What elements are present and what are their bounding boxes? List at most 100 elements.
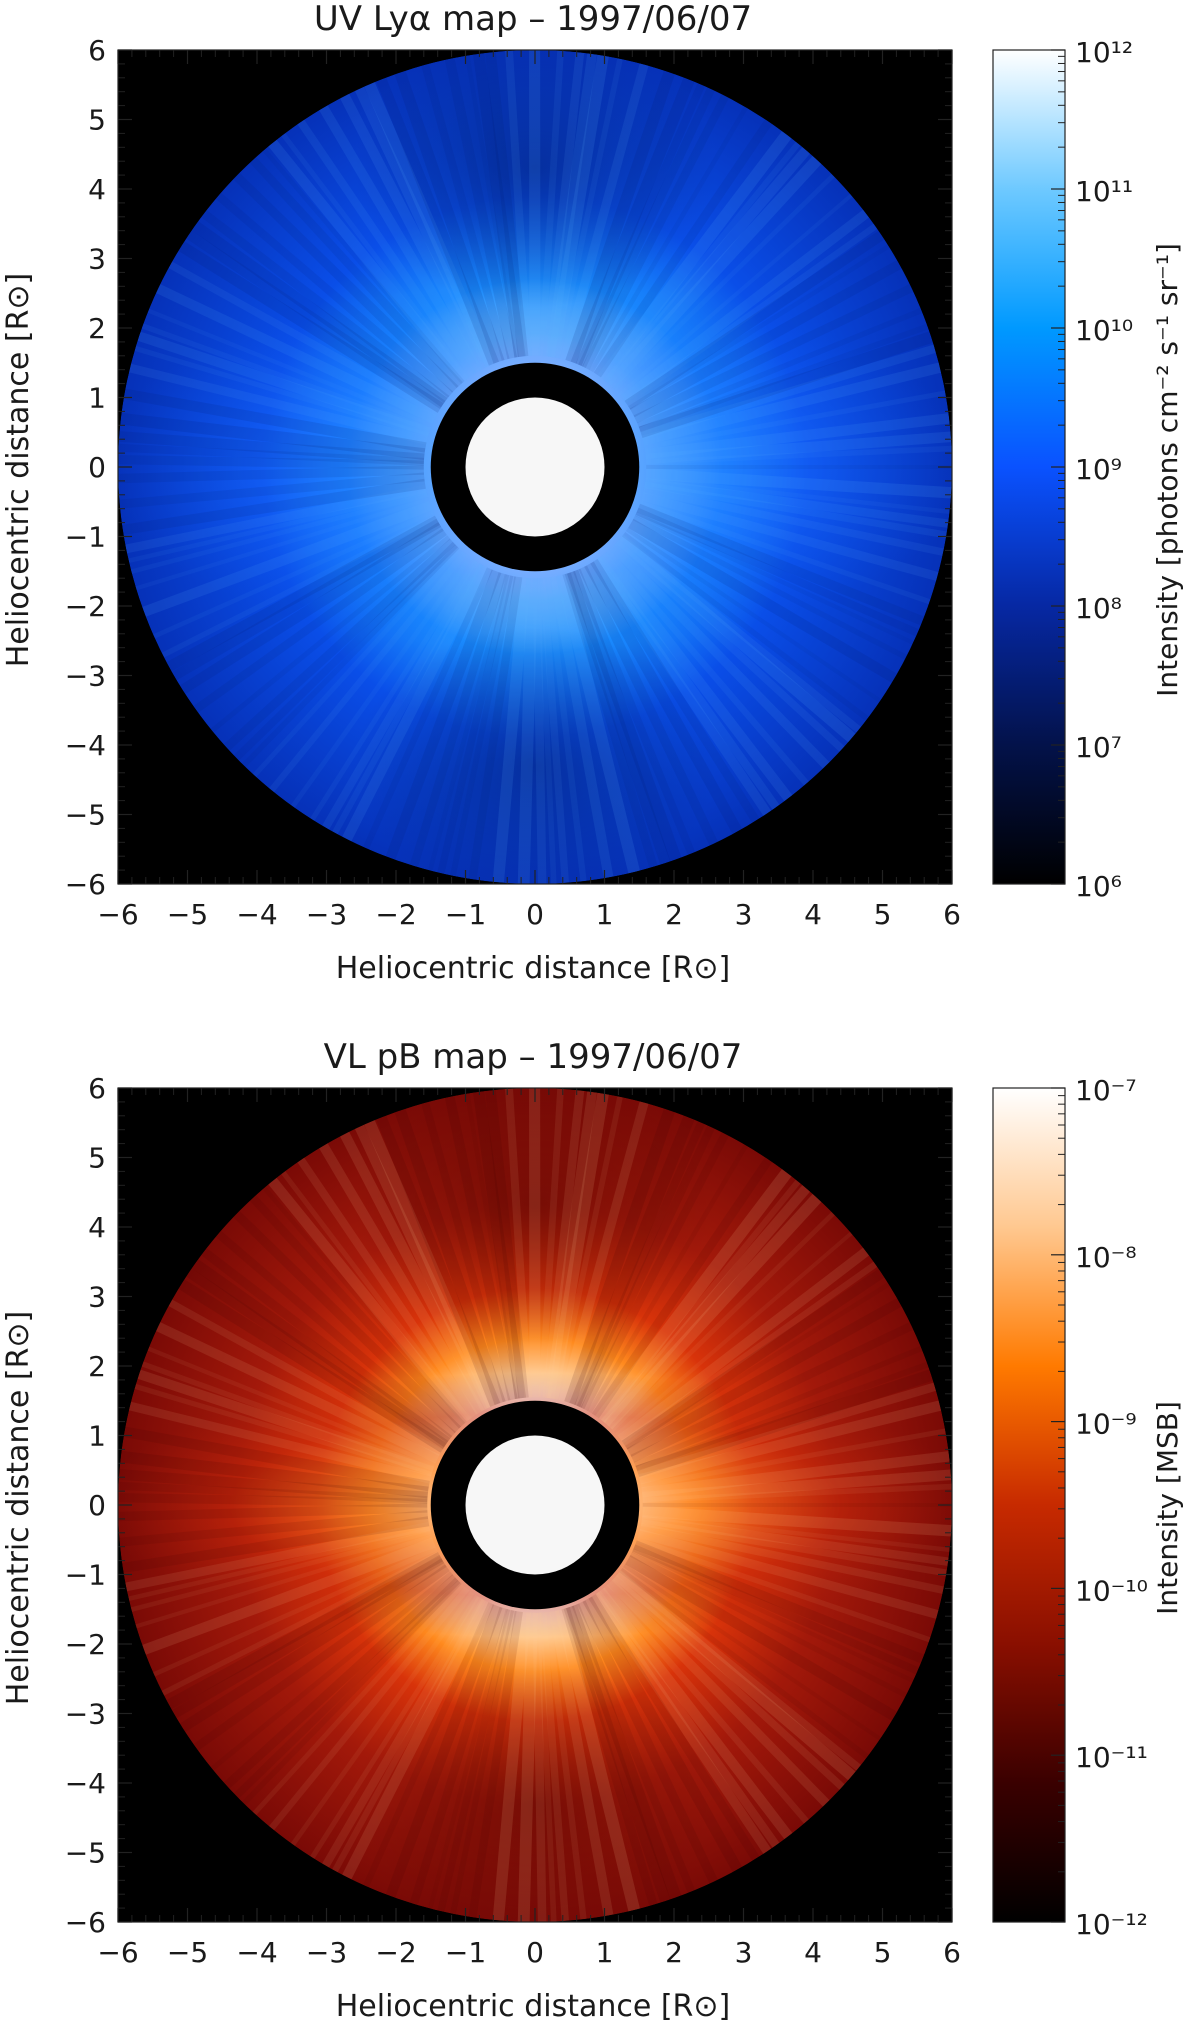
x-tick-label: 5 (874, 898, 892, 931)
x-tick-label: −6 (97, 1936, 138, 1969)
ray-streak (561, 1607, 658, 1907)
ray-streak (569, 1115, 695, 1408)
ray-streak (128, 363, 429, 445)
ray-streak (572, 568, 696, 856)
ray-streak (565, 1604, 682, 1900)
y-tick-label: −2 (65, 1628, 106, 1661)
ray-streak (465, 55, 520, 358)
ray-streak (554, 58, 623, 359)
ray-streak (538, 50, 564, 357)
colorbar-tick-label: 10⁻⁷ (1075, 1074, 1137, 1107)
ray-streak (201, 1248, 453, 1444)
y-tick-label: 0 (88, 451, 106, 484)
ray-streak (262, 148, 465, 384)
x-tick-label: 2 (665, 898, 683, 931)
ray-streak (582, 94, 729, 370)
x-tick-label: 3 (735, 1936, 753, 1969)
ray-streak (639, 1523, 944, 1594)
ray-streak (584, 561, 743, 835)
ray-streak (122, 478, 426, 535)
ray-streak (589, 106, 749, 373)
y-tick-label: 1 (88, 382, 106, 415)
y-axis-ticks: −6 −5 −4 −3 −2 −1 0 1 2 3 4 5 6 (65, 34, 952, 901)
x-tick-label: −1 (445, 898, 486, 931)
ray-streak (621, 531, 870, 721)
ray-streak (637, 1382, 937, 1479)
ray-streak (640, 1428, 946, 1489)
ray-streak (625, 1555, 898, 1721)
ray-streak (427, 1608, 511, 1910)
ray-streak (632, 515, 908, 660)
ray-streak (605, 155, 822, 390)
ray-streak (628, 244, 890, 411)
y-tick-label: 6 (88, 1072, 106, 1105)
ray-streak (644, 477, 949, 528)
ray-streak (130, 1529, 432, 1612)
ray-streak (128, 489, 428, 564)
colorbar-ticks: 10⁻¹² 10⁻¹¹ 10⁻¹⁰ 10⁻⁹ 10⁻⁸ 10⁻⁷ (1051, 1074, 1148, 1941)
colorbar-tick-label: 10⁻¹² (1075, 1908, 1148, 1941)
ray-streak (642, 1505, 952, 1537)
y-tick-label: 1 (88, 1420, 106, 1453)
ray-streak (643, 485, 944, 556)
ray-streak (241, 1580, 462, 1806)
ray-streak (538, 1088, 564, 1398)
north-polar-hole (354, 50, 716, 308)
ray-streak (141, 323, 432, 432)
y-tick-label: 0 (88, 1489, 106, 1522)
ray-streak (128, 1526, 431, 1602)
ray-streak (595, 1168, 792, 1423)
ray-streak (625, 527, 882, 703)
ray-streak (468, 576, 523, 880)
ray-streak (332, 563, 485, 835)
ray-streak (125, 1521, 431, 1592)
ray-streak (262, 1186, 467, 1425)
ray-streak (590, 559, 760, 823)
ray-streak (591, 1591, 772, 1854)
x-axis-label: Heliocentric distance [R⊙] (336, 1989, 731, 2024)
x-tick-label: 1 (596, 1936, 614, 1969)
ray-streak (186, 230, 446, 410)
ray-streak (354, 86, 493, 369)
ray-streak (191, 1259, 451, 1448)
vl-pb-panel: VL pB map – 1997/06/07 −6 −5 −4 −3 −2 −1 0 1 2 3 4… (1, 1037, 1184, 2024)
ray-streak (591, 1157, 773, 1419)
ray-streak (450, 575, 516, 877)
colorbar-tick-label: 10⁻⁸ (1075, 1241, 1137, 1274)
ray-streak (290, 1591, 475, 1846)
ray-streak (125, 484, 427, 554)
ray-streak (376, 77, 499, 366)
ray-streak (118, 443, 425, 466)
colorbar-tick-label: 10⁸ (1075, 592, 1122, 625)
y-tick-label: −5 (65, 799, 106, 832)
x-tick-label: 4 (804, 1936, 822, 1969)
ray-streak (554, 1096, 623, 1401)
y-axis-label: Heliocentric distance [R⊙] (1, 273, 36, 668)
ray-streak (517, 1612, 539, 1922)
ray-streak (137, 331, 431, 437)
ray-streak (168, 261, 440, 417)
ray-streak (233, 1210, 462, 1434)
colorbar-tick-label: 10⁻⁹ (1075, 1408, 1137, 1441)
ray-streak (409, 1606, 508, 1906)
ray-streak (632, 1544, 920, 1675)
ray-streak (142, 500, 433, 617)
ray-streak (123, 388, 427, 453)
ray-streak (215, 1230, 456, 1439)
chart-title: VL pB map – 1997/06/07 (324, 1037, 743, 1077)
colorbar-tick-label: 10¹¹ (1075, 175, 1133, 208)
colorbar-tick-label: 10⁷ (1075, 731, 1122, 764)
ray-streak (161, 514, 437, 658)
ray-streak (644, 413, 950, 460)
ray-streak (394, 70, 505, 364)
ray-streak (626, 1297, 902, 1457)
ray-streak (640, 344, 937, 440)
south-polar-hole (354, 626, 716, 884)
ray-streak (549, 575, 614, 879)
ray-streak (161, 1551, 441, 1696)
ray-streak (587, 1144, 749, 1414)
ray-streak (193, 1564, 450, 1751)
ray-streak (155, 284, 437, 424)
ray-streak (130, 492, 428, 574)
ray-streak (186, 1268, 449, 1449)
